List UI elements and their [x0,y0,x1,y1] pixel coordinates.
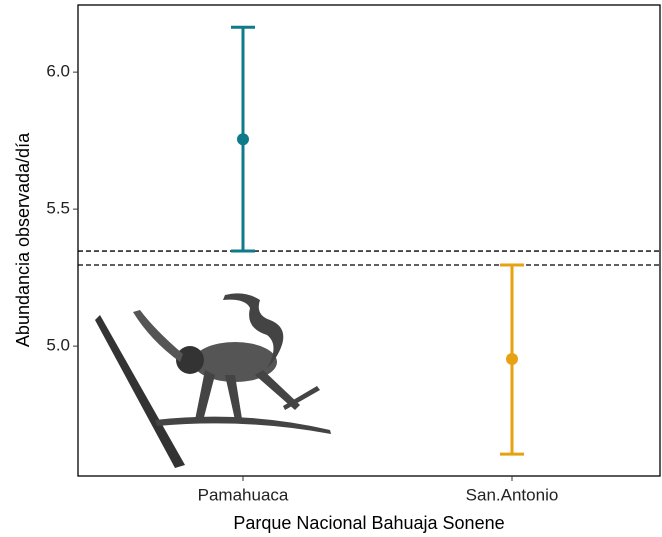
point [237,133,249,146]
y-tick-label: 5.0 [46,336,70,355]
point [506,353,518,366]
x-tick-label: San.Antonio [466,485,559,504]
y-tick-label: 5.5 [46,199,70,218]
x-axis-title: Parque Nacional Bahuaja Sonene [233,513,504,533]
plot-frame [77,4,661,477]
monkey-illustration [95,293,331,468]
y-axis-title: Abundancia observada/día [13,132,33,347]
x-tick-label: Pamahuaca [198,485,289,504]
y-tick-label: 6.0 [46,62,70,81]
